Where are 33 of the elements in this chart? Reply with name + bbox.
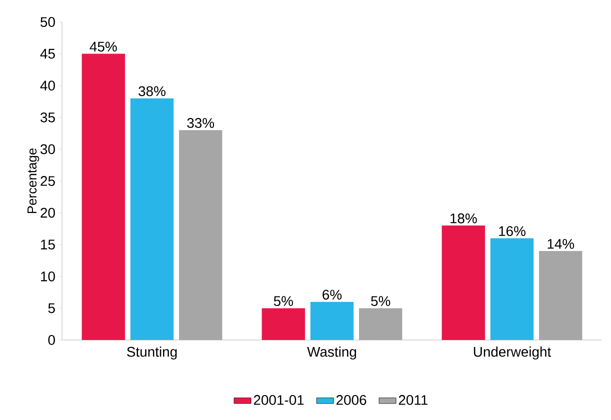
x-tick-label: Wasting [307,346,356,360]
y-tick-label: 40 [40,80,55,91]
data-label: 6% [322,290,342,300]
bar [262,308,306,340]
bar [130,98,174,340]
legend-label: 2001-01 [254,395,304,405]
y-tick-label: 10 [41,271,55,282]
bar [310,302,354,340]
y-tick-label: 15 [41,240,55,250]
y-tick-label: 5 [48,303,55,314]
y-tick-label: 25 [40,176,55,186]
bar [82,54,125,340]
legend-label: 2011 [398,395,428,405]
bar [442,226,486,340]
legend-label: 2006 [336,395,366,405]
data-label: 45% [90,42,117,52]
y-axis-title: Percentage [28,148,40,214]
y-tick-label: 20 [40,208,55,218]
data-label: 16% [499,226,526,236]
data-label: 33% [187,118,214,128]
y-tick-label: 35 [40,112,55,122]
x-tick-label: Underweight [474,346,552,360]
y-tick-label: 50 [40,17,55,27]
y-tick-label: 45 [40,48,55,59]
bar [490,238,534,340]
y-tick-label: 30 [40,144,55,154]
x-tick-label: Stunting [127,346,177,360]
data-label: 5% [274,296,293,306]
data-label: 38% [138,86,166,96]
data-label: 14% [548,238,574,249]
y-tick-label: 0 [48,335,55,345]
data-label: 5% [371,296,390,306]
data-label: 18% [450,213,477,224]
